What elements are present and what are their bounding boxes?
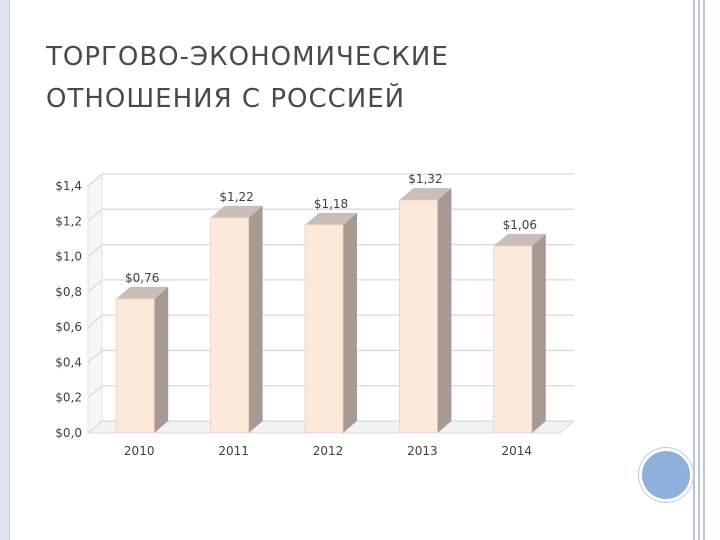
bar-top (305, 212, 357, 225)
gridline (87, 173, 574, 187)
bar (493, 245, 533, 434)
bar (398, 199, 438, 434)
x-tick-label: 2011 (218, 444, 249, 458)
bar-side (248, 205, 263, 433)
y-tick-label: $0,8 (55, 285, 82, 299)
bar (115, 298, 155, 434)
y-tick-label: $1,0 (55, 250, 82, 264)
y-tick-label: $1,2 (55, 214, 82, 228)
slide-title: ТОРГОВО-ЭКОНОМИЧЕСКИЕ ОТНОШЕНИЯ С РОССИЕ… (46, 36, 666, 120)
bar-side (437, 188, 452, 433)
x-tick-label: 2014 (502, 444, 533, 458)
x-tick-label: 2012 (313, 444, 344, 458)
bar-top (116, 286, 169, 299)
y-tick-label: $0,0 (55, 426, 82, 440)
bar-side (343, 212, 357, 433)
x-tick-label: 2010 (124, 444, 155, 458)
slide-title-line-2: ОТНОШЕНИЯ С РОССИЕЙ (46, 84, 406, 114)
slide-title-line-1: ТОРГОВО-ЭКОНОМИЧЕСКИЕ (46, 42, 449, 72)
bar-top (210, 205, 263, 218)
bar-side (531, 233, 546, 433)
data-label: $1,22 (219, 190, 253, 204)
right-decor-frame (690, 0, 720, 540)
y-tick-label: $0,2 (55, 391, 82, 405)
bar (304, 224, 344, 434)
data-label: $1,18 (314, 197, 348, 211)
data-label: $0,76 (125, 271, 159, 285)
bar-top (493, 233, 546, 246)
decor-circle (639, 448, 693, 502)
bar-top (399, 188, 452, 201)
bar-side (154, 286, 169, 433)
data-label: $1,32 (408, 172, 442, 186)
x-tick-label: 2013 (407, 444, 438, 458)
bar-chart: $0,0 $0,2 $0,4 $0,6 $0,8 $1,0 $1,2 $1,4 $0,76 201… (40, 165, 600, 475)
y-tick-label: $0,4 (55, 355, 82, 369)
y-tick-label: $1,4 (55, 179, 82, 193)
left-decor-bar (0, 0, 10, 540)
chart-side-wall (87, 172, 103, 435)
data-label: $1,06 (503, 218, 537, 232)
y-tick-label: $0,6 (55, 320, 82, 334)
bar-chart-svg: $0,0 $0,2 $0,4 $0,6 $0,8 $1,0 $1,2 $1,4 $0,76 201… (55, 172, 576, 458)
bar (210, 217, 250, 434)
